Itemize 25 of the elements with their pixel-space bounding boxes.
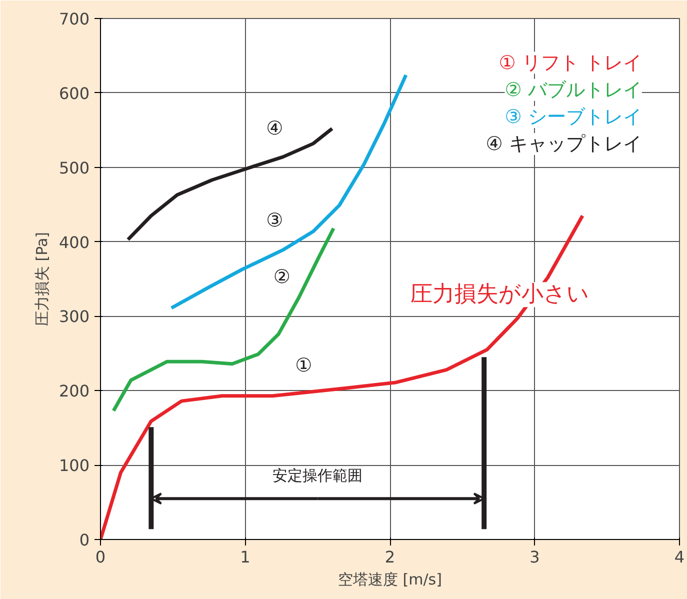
annotation: ② (273, 266, 290, 288)
x-tick-label: 2 (384, 548, 396, 566)
text: ④ キャップトレイ (486, 133, 642, 156)
y-tick-label: 100 (58, 456, 90, 476)
x-tick-label: 3 (530, 548, 540, 566)
x-tick-label: 4 (674, 548, 685, 566)
text: ③ シーブトレイ (504, 106, 642, 128)
annotation: 圧力損失が小さい (410, 282, 590, 308)
y-tick-label: 500 (58, 158, 90, 178)
x-tick-label: 1 (240, 548, 250, 566)
annotation: 安定操作範囲 (272, 466, 363, 485)
annotation: ③ (266, 209, 284, 232)
y-tick-label: 200 (58, 382, 90, 401)
annotation: ① (295, 354, 312, 376)
y-tick-label: 0 (79, 530, 90, 550)
x-axis-title: 空塔速度 [m/s] (338, 570, 442, 588)
y-tick-label: 400 (58, 232, 90, 252)
y-tick-label: 300 (58, 307, 90, 326)
text: ① リフト トレイ (498, 52, 642, 74)
y-tick-label: 700 (58, 10, 90, 28)
x-tick-label: 0 (95, 548, 106, 566)
y-tick-label: 600 (58, 84, 90, 103)
text: ② バブルトレイ (504, 78, 642, 101)
annotation: ④ (266, 118, 284, 140)
y-axis-title: 圧力損失 [Pa] (32, 232, 51, 326)
